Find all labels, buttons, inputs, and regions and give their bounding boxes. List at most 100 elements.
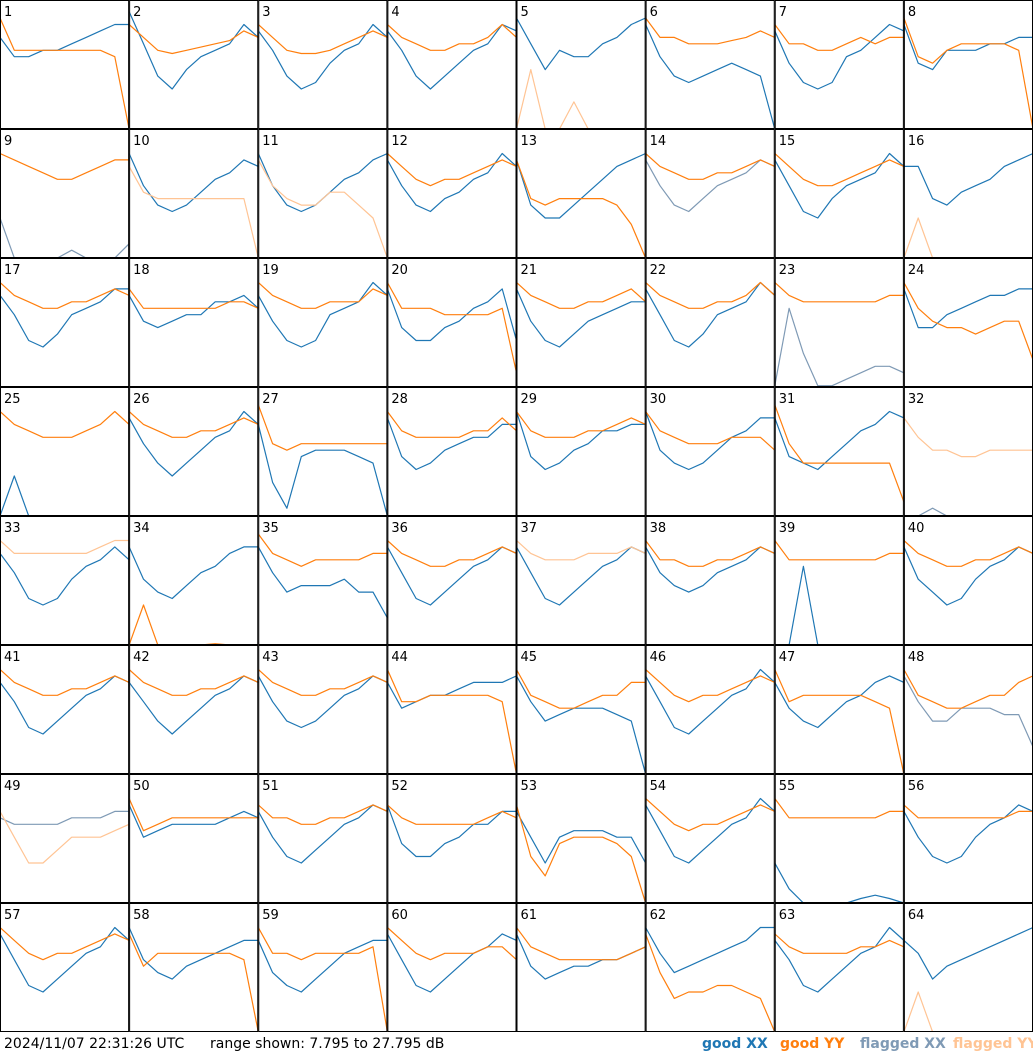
panel-border (516, 645, 646, 774)
yy-trace (0, 17, 130, 129)
xx-trace (258, 546, 388, 619)
panel (258, 927, 388, 1032)
panel (387, 152, 517, 213)
panel (387, 540, 517, 606)
panel (774, 926, 904, 993)
panel-label: 21 (521, 263, 538, 278)
panel-border (774, 0, 904, 129)
xx-trace (129, 675, 259, 735)
yy-trace (0, 669, 130, 696)
panel-label: 5 (521, 5, 529, 20)
panel (387, 282, 517, 373)
panel-label: 55 (779, 779, 796, 794)
panel-label: 59 (262, 908, 279, 923)
panel-border (129, 258, 259, 387)
xx-trace (774, 862, 904, 903)
xx-trace (0, 23, 130, 58)
panel-label: 6 (650, 5, 658, 20)
panel-border (774, 903, 904, 1032)
panel-border (387, 516, 517, 645)
panel-border (258, 258, 388, 387)
panel-border (387, 903, 517, 1032)
panel-border (645, 774, 775, 903)
panel-border (129, 387, 259, 516)
panel-label: 20 (391, 263, 408, 278)
panel (516, 540, 646, 606)
yy-trace (774, 153, 904, 187)
panel-label: 49 (4, 779, 21, 794)
panel-border (516, 387, 646, 516)
panel-label: 53 (521, 779, 538, 794)
panel-border (258, 387, 388, 516)
panel-label: 18 (133, 263, 150, 278)
panel (903, 926, 1033, 1032)
panel-label: 62 (650, 908, 667, 923)
xx-trace (0, 675, 130, 735)
panel-label: 19 (262, 263, 279, 278)
panel-label: 4 (391, 5, 399, 20)
yy-trace (129, 604, 259, 645)
panel (774, 669, 904, 774)
panel-label: 56 (908, 779, 925, 794)
panel-label: 38 (650, 521, 667, 536)
yy-trace (258, 927, 388, 1032)
panel-border (129, 903, 259, 1032)
panel-border (516, 129, 646, 258)
yy-trace (516, 804, 646, 903)
yy-trace (0, 152, 130, 180)
panel-label: 34 (133, 521, 150, 536)
xx-trace (903, 288, 1033, 329)
yy-trace (645, 281, 775, 309)
panel (645, 668, 775, 735)
yy-trace (903, 540, 1033, 567)
panel (774, 282, 904, 387)
xx-trace (645, 159, 775, 213)
panel (516, 927, 646, 980)
xx-trace (903, 926, 1033, 980)
panel-label: 44 (391, 650, 408, 665)
yy-trace (387, 411, 517, 438)
yy-trace (387, 927, 517, 961)
legend-entry: flagged XX (860, 1036, 946, 1052)
panel (645, 411, 775, 471)
panel-label: 17 (4, 263, 21, 278)
yy-trace (774, 404, 904, 503)
yy-trace (129, 933, 259, 1032)
panel-label: 14 (650, 134, 667, 149)
yy-trace (774, 669, 904, 774)
panel (516, 804, 646, 903)
panel (516, 669, 646, 774)
panel (387, 411, 517, 471)
xx-trace (903, 675, 1033, 748)
xx-trace (774, 926, 904, 993)
panel (258, 281, 388, 348)
xx-trace (129, 11, 259, 90)
panel-border (258, 645, 388, 774)
legend-entry: good XX (702, 1036, 768, 1052)
panel (129, 11, 259, 90)
xx-trace (645, 546, 775, 593)
panel-border (645, 645, 775, 774)
panel-label: 57 (4, 908, 21, 923)
legend-entry: good YY (780, 1036, 845, 1052)
yy-trace (258, 669, 388, 696)
panel-border (258, 903, 388, 1032)
panel-label: 39 (779, 521, 796, 536)
yy-trace (774, 282, 904, 303)
panel-border (0, 645, 130, 774)
panel-label: 24 (908, 263, 925, 278)
xx-trace (129, 294, 259, 329)
panel (516, 152, 646, 258)
panel-border (516, 0, 646, 129)
xx-trace (387, 288, 517, 342)
panel (903, 282, 1033, 361)
xx-trace (516, 546, 646, 606)
range-text: range shown: 7.795 to 27.795 dB (210, 1036, 444, 1052)
panel-border (387, 129, 517, 258)
yy-trace (774, 933, 904, 954)
panel (645, 153, 775, 213)
panel (774, 798, 904, 903)
panel-label: 28 (391, 392, 408, 407)
panel (129, 410, 259, 477)
